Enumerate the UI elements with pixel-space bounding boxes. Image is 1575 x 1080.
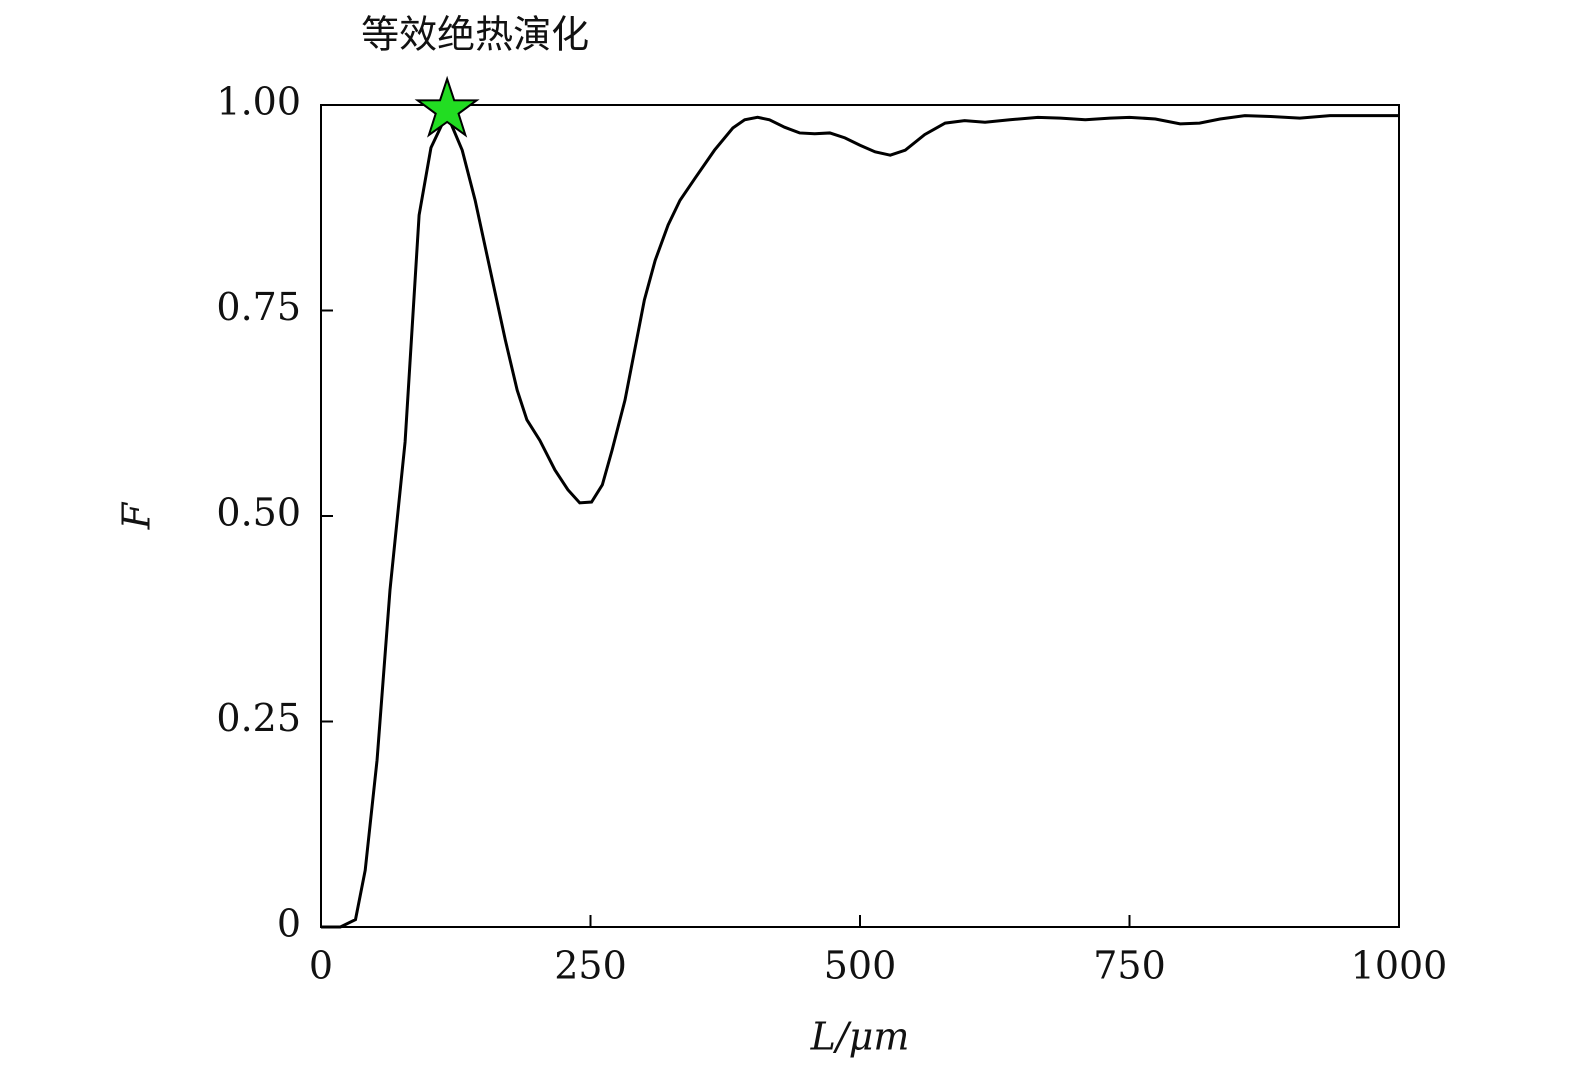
x-tick-label: 0 bbox=[309, 944, 333, 988]
y-tick-label: 0 bbox=[277, 902, 301, 946]
star-marker bbox=[414, 75, 480, 138]
line bbox=[321, 114, 1399, 929]
x-tick-label: 250 bbox=[554, 944, 627, 988]
x-tick-label: 500 bbox=[824, 944, 897, 988]
y-axis-label: F bbox=[115, 501, 159, 530]
y-tick-label: 0.50 bbox=[216, 491, 301, 535]
x-axis-label: L/μm bbox=[810, 1015, 910, 1059]
y-tick-label: 0.25 bbox=[216, 696, 301, 740]
x-tick-label: 1000 bbox=[1351, 944, 1448, 988]
annotation: 等效绝热演化 bbox=[361, 13, 589, 57]
x-tick-label: 750 bbox=[1093, 944, 1166, 988]
y-tick-label: 1.00 bbox=[216, 80, 301, 124]
y-tick-label: 0.75 bbox=[216, 285, 301, 329]
